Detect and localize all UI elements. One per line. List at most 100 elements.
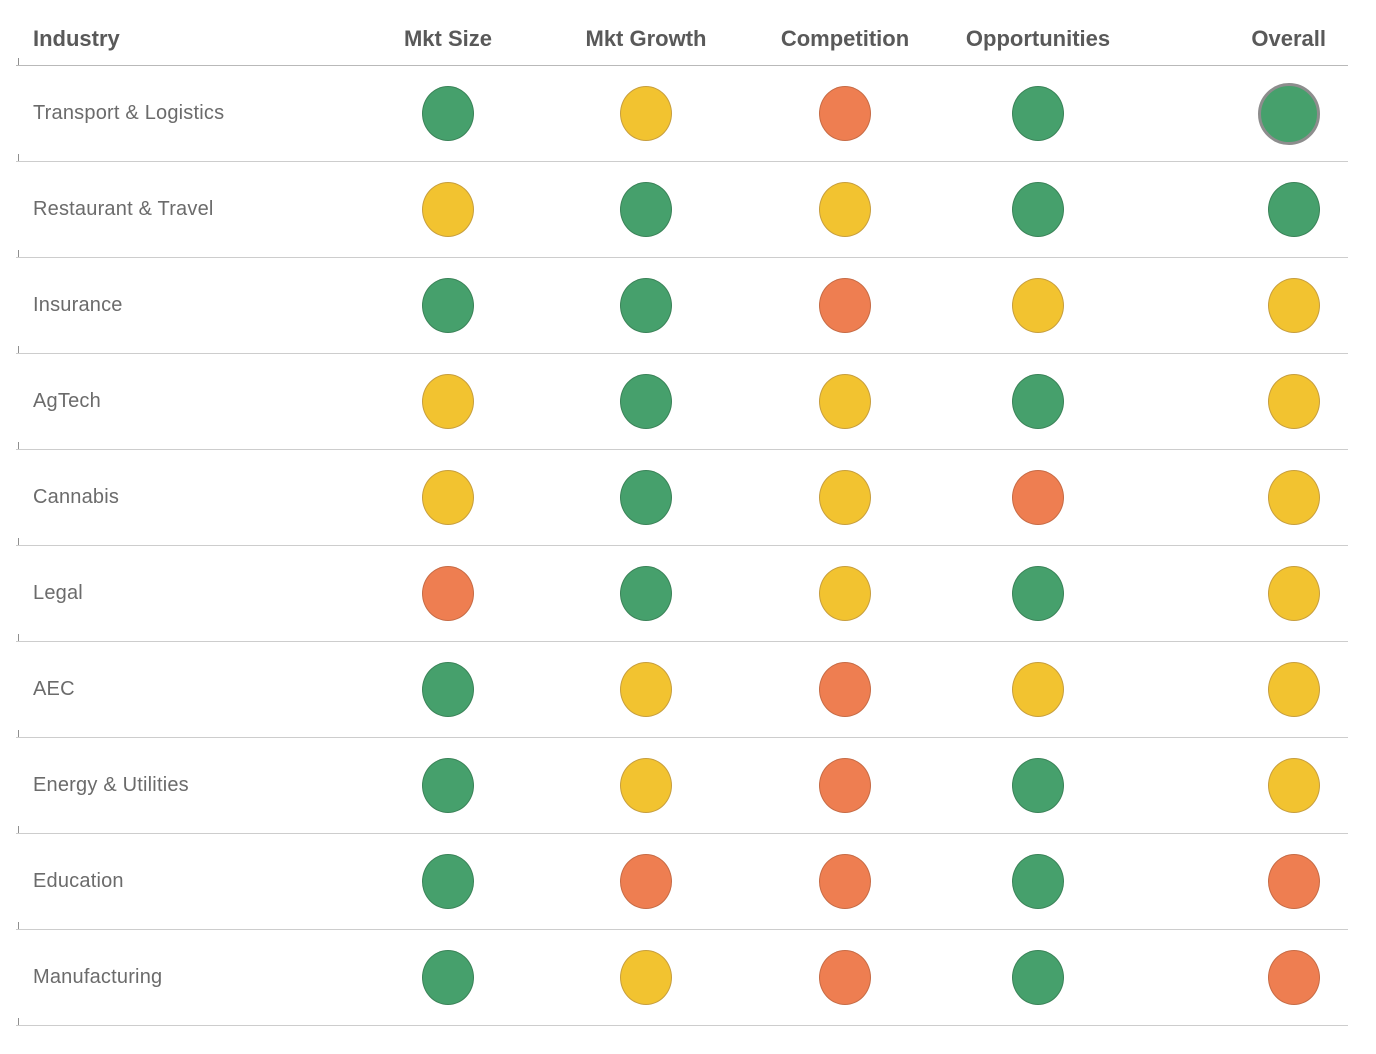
rating-dot-poor [819,278,871,333]
rating-dot-medium [1268,470,1320,525]
column-header-overall: Overall [1251,25,1326,51]
cell-opportunities [928,642,1148,737]
cell-mkt_growth [530,546,762,641]
cell-competition [762,642,928,737]
rating-dot-poor [819,950,871,1005]
rating-dot-poor [1268,854,1320,909]
rating-dot-poor [819,758,871,813]
cell-opportunities [928,66,1148,161]
industry-label: Transport & Logistics [33,102,225,124]
cell-overall [1148,834,1348,929]
cell-overall [1148,258,1348,353]
cell-mkt_size [366,834,530,929]
rating-dot-poor [819,854,871,909]
cell-mkt_growth [530,930,762,1025]
column-header-industry: Industry [33,25,120,51]
rating-dot-medium [819,566,871,621]
column-header-competition: Competition [780,25,910,51]
rating-dot-medium [1268,662,1320,717]
table-row: Education [16,834,1348,930]
column-header-opportunities: Opportunities [965,25,1111,51]
table-row: Manufacturing [16,930,1348,1026]
rating-dot-good [422,854,474,909]
cell-mkt_size [366,450,530,545]
rating-dot-medium [620,950,672,1005]
rating-dot-medium [1012,278,1064,333]
rating-dot-poor [1012,470,1064,525]
header-row: Industry Mkt Size Mkt Growth Competition Opp… [16,0,1348,66]
cell-competition [762,834,928,929]
rating-dot-good [422,758,474,813]
rating-dot-medium [422,374,474,429]
cell-mkt_size [366,258,530,353]
rating-dot-good [1268,182,1320,237]
cell-overall [1148,66,1348,161]
table-row: Insurance [16,258,1348,354]
cell-mkt_size [366,738,530,833]
cell-mkt_size [366,930,530,1025]
cell-mkt_size [366,546,530,641]
industry-label: Manufacturing [33,966,163,988]
cell-overall [1148,930,1348,1025]
rating-dot-poor [819,86,871,141]
cell-competition [762,66,928,161]
cell-competition [762,450,928,545]
rating-dot-good [1012,566,1064,621]
cell-mkt_growth [530,738,762,833]
industry-label: Restaurant & Travel [33,198,214,220]
rating-dot-medium [1268,278,1320,333]
industry-label: Legal [33,582,83,604]
cell-opportunities [928,738,1148,833]
cell-mkt_size [366,162,530,257]
cell-overall [1148,354,1348,449]
table-row: Restaurant & Travel [16,162,1348,258]
rating-dot-good [422,278,474,333]
cell-competition [762,354,928,449]
cell-mkt_growth [530,66,762,161]
cell-overall [1148,450,1348,545]
rating-dot-good [1012,182,1064,237]
cell-mkt_growth [530,162,762,257]
cell-mkt_size [366,354,530,449]
table-body: Transport & Logistics Restaurant & Travel… [16,66,1348,1026]
cell-opportunities [928,546,1148,641]
table-row: Transport & Logistics [16,66,1348,162]
cell-overall [1148,738,1348,833]
cell-opportunities [928,450,1148,545]
rating-dot-good [422,950,474,1005]
rating-dot-medium [819,470,871,525]
rating-dot-good [620,566,672,621]
rating-dot-good [1012,86,1064,141]
table-row: AgTech [16,354,1348,450]
rating-dot-poor [1268,950,1320,1005]
cell-overall [1148,642,1348,737]
rating-dot-good [1012,950,1064,1005]
column-header-mkt_size: Mkt Size [403,25,493,51]
rating-dot-medium [422,470,474,525]
industry-label: Insurance [33,294,123,316]
cell-mkt_growth [530,258,762,353]
cell-opportunities [928,258,1148,353]
cell-overall [1148,546,1348,641]
rating-dot-poor [620,854,672,909]
rating-dot-good [422,86,474,141]
cell-opportunities [928,162,1148,257]
rating-dot-medium [620,758,672,813]
rating-dot-good [620,374,672,429]
industry-label: AEC [33,678,75,700]
cell-mkt_growth [530,834,762,929]
cell-competition [762,258,928,353]
industry-label: Cannabis [33,486,120,508]
rating-dot-medium [1268,374,1320,429]
industry-label: AgTech [33,390,101,412]
cell-mkt_size [366,66,530,161]
cell-mkt_growth [530,354,762,449]
rating-dot-medium [819,374,871,429]
cell-opportunities [928,354,1148,449]
rating-dot-poor [422,566,474,621]
cell-competition [762,162,928,257]
rating-dot-good [620,278,672,333]
table-row: Energy & Utilities [16,738,1348,834]
cell-competition [762,930,928,1025]
table-row: AEC [16,642,1348,738]
